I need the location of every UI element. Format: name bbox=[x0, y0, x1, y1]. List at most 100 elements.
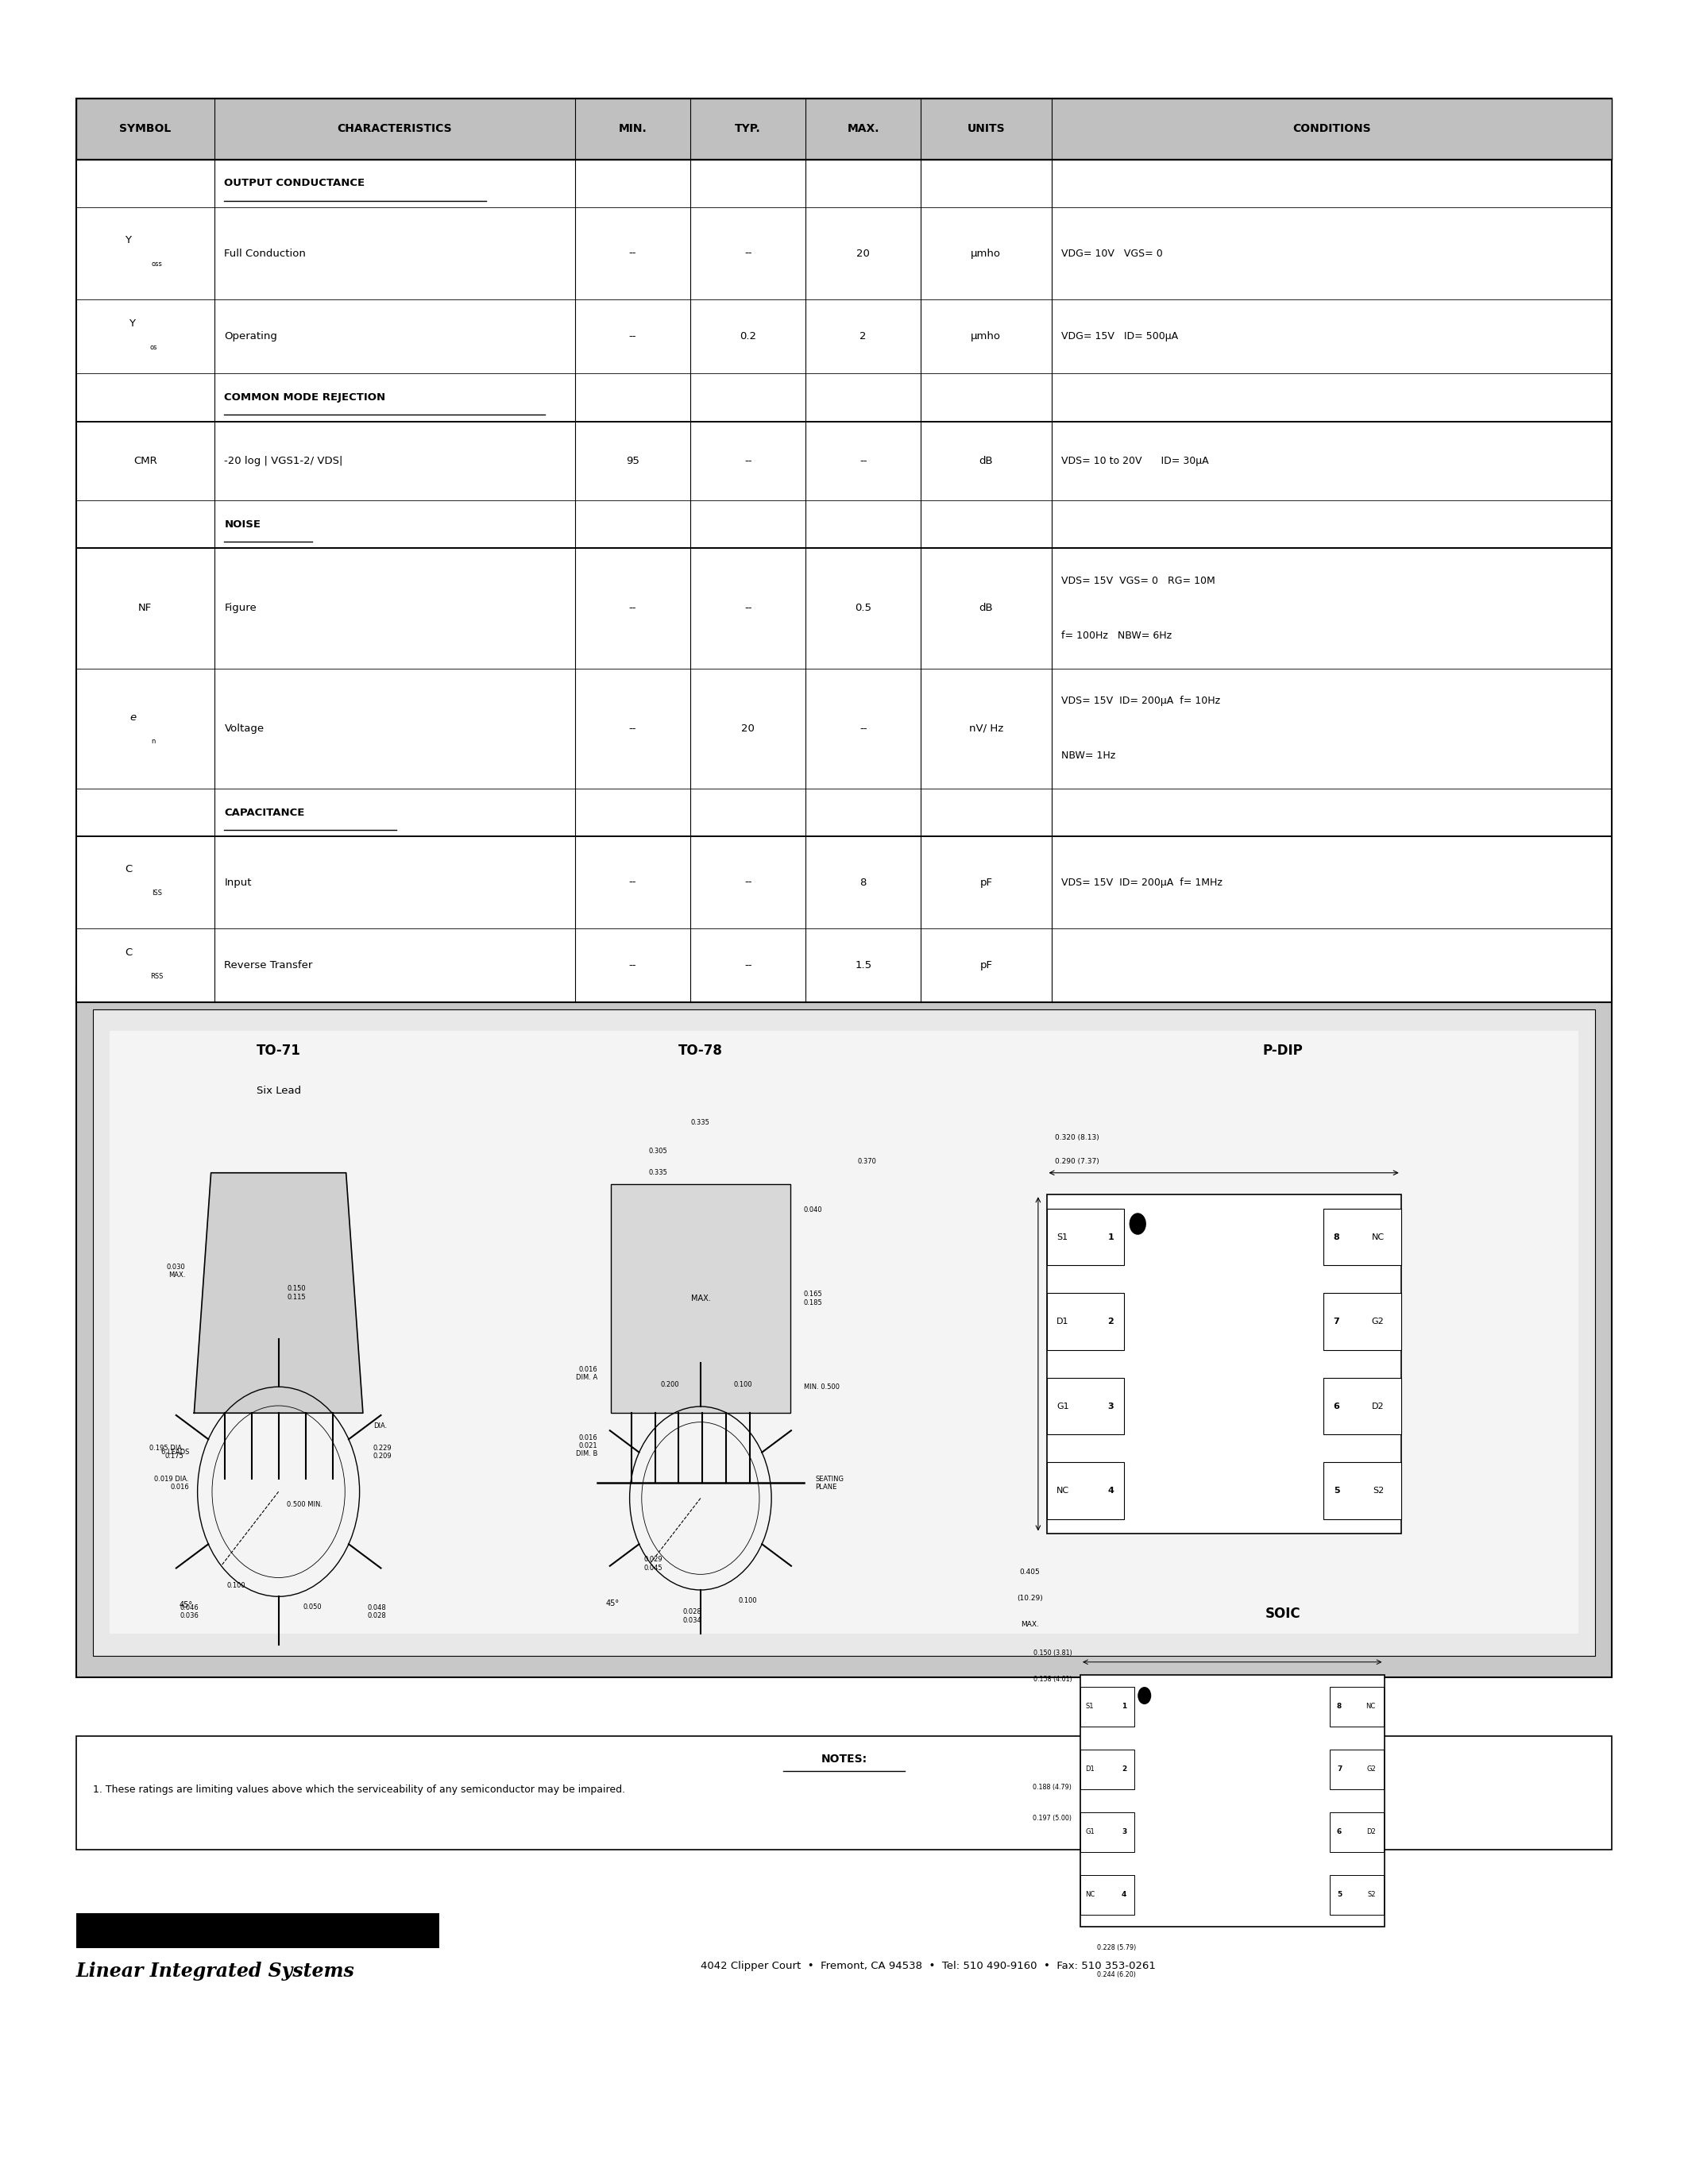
Text: 0.200: 0.200 bbox=[660, 1380, 680, 1389]
Text: TO-71: TO-71 bbox=[257, 1044, 300, 1059]
Text: 0.335: 0.335 bbox=[690, 1118, 711, 1127]
Text: 0.500 MIN.: 0.500 MIN. bbox=[287, 1500, 322, 1509]
Text: TYP.: TYP. bbox=[734, 122, 761, 135]
Text: 0.228 (5.79): 0.228 (5.79) bbox=[1097, 1944, 1136, 1952]
Circle shape bbox=[1129, 1212, 1146, 1234]
Text: P-DIP: P-DIP bbox=[1263, 1044, 1303, 1059]
Bar bbox=[1080, 1749, 1134, 1789]
Text: 95: 95 bbox=[626, 456, 640, 465]
Text: e: e bbox=[130, 712, 137, 723]
Text: 0.197 (5.00): 0.197 (5.00) bbox=[1033, 1815, 1072, 1821]
Text: --: -- bbox=[630, 603, 636, 614]
Text: --: -- bbox=[744, 456, 751, 465]
Text: MIN. 0.500: MIN. 0.500 bbox=[803, 1382, 839, 1391]
Text: 0.165
0.185: 0.165 0.185 bbox=[803, 1291, 822, 1306]
Text: 0.030
MAX.: 0.030 MAX. bbox=[167, 1262, 186, 1280]
Text: 3: 3 bbox=[1107, 1402, 1114, 1411]
Text: G2: G2 bbox=[1366, 1765, 1376, 1773]
Text: NBW= 1Hz: NBW= 1Hz bbox=[1062, 751, 1116, 762]
Text: 0.335: 0.335 bbox=[648, 1168, 668, 1177]
Bar bbox=[1323, 1463, 1401, 1520]
Bar bbox=[76, 98, 1612, 1002]
Text: 3: 3 bbox=[1123, 1828, 1126, 1837]
Text: VDG= 15V   ID= 500μA: VDG= 15V ID= 500μA bbox=[1062, 332, 1178, 341]
Text: 0.188 (4.79): 0.188 (4.79) bbox=[1033, 1784, 1072, 1791]
Text: 45°: 45° bbox=[606, 1599, 619, 1607]
Text: D2: D2 bbox=[1366, 1828, 1376, 1837]
Text: 6: 6 bbox=[1334, 1402, 1340, 1411]
Text: Figure: Figure bbox=[225, 603, 257, 614]
Text: 0.150
0.115: 0.150 0.115 bbox=[287, 1284, 306, 1302]
Bar bbox=[1330, 1876, 1384, 1915]
Text: 20: 20 bbox=[856, 249, 869, 258]
Circle shape bbox=[1138, 1686, 1151, 1704]
Text: 0.100: 0.100 bbox=[738, 1597, 758, 1605]
Text: pF: pF bbox=[979, 961, 993, 970]
Text: VDS= 10 to 20V      ID= 30μA: VDS= 10 to 20V ID= 30μA bbox=[1062, 456, 1209, 465]
Text: 0.290 (7.37): 0.290 (7.37) bbox=[1055, 1158, 1099, 1166]
Text: 6: 6 bbox=[1337, 1828, 1342, 1837]
Text: UNITS: UNITS bbox=[967, 122, 1004, 135]
Bar bbox=[1330, 1686, 1384, 1725]
Text: NC: NC bbox=[1366, 1704, 1376, 1710]
Text: --: -- bbox=[630, 961, 636, 970]
Text: Operating: Operating bbox=[225, 332, 277, 341]
Text: --: -- bbox=[744, 603, 751, 614]
Text: 0.016
0.021
DIM. B: 0.016 0.021 DIM. B bbox=[576, 1435, 598, 1457]
Text: 0.320 (8.13): 0.320 (8.13) bbox=[1055, 1133, 1099, 1142]
Text: 8: 8 bbox=[1337, 1704, 1342, 1710]
Text: VDG= 10V   VGS= 0: VDG= 10V VGS= 0 bbox=[1062, 249, 1163, 258]
Text: G1: G1 bbox=[1057, 1402, 1069, 1411]
Text: 0.040: 0.040 bbox=[803, 1206, 822, 1214]
Text: 0.2: 0.2 bbox=[739, 332, 756, 341]
Text: NC: NC bbox=[1085, 1891, 1096, 1898]
Text: Voltage: Voltage bbox=[225, 723, 263, 734]
Text: S1: S1 bbox=[1057, 1234, 1069, 1241]
Text: 0.158 (4.01): 0.158 (4.01) bbox=[1033, 1675, 1072, 1684]
Bar bbox=[93, 1009, 1595, 1655]
Bar bbox=[1047, 1378, 1124, 1435]
Text: D1: D1 bbox=[1057, 1317, 1069, 1326]
Text: NF: NF bbox=[138, 603, 152, 614]
Text: COMMON MODE REJECTION: COMMON MODE REJECTION bbox=[225, 393, 385, 402]
Text: 0.370: 0.370 bbox=[858, 1158, 876, 1166]
Text: 0.016
DIM. A: 0.016 DIM. A bbox=[576, 1365, 598, 1382]
Text: 8: 8 bbox=[1334, 1234, 1340, 1241]
Text: 0.150 (3.81): 0.150 (3.81) bbox=[1033, 1649, 1072, 1658]
Bar bbox=[1080, 1813, 1134, 1852]
Text: 7: 7 bbox=[1334, 1317, 1340, 1326]
Text: 2: 2 bbox=[1107, 1317, 1114, 1326]
Text: Full Conduction: Full Conduction bbox=[225, 249, 306, 258]
Text: Y: Y bbox=[125, 236, 132, 245]
Text: 0.046
0.036: 0.046 0.036 bbox=[179, 1603, 199, 1621]
Text: --: -- bbox=[744, 249, 751, 258]
Text: f= 100Hz   NBW= 6Hz: f= 100Hz NBW= 6Hz bbox=[1062, 631, 1171, 642]
Bar bbox=[76, 98, 1612, 159]
Text: VDS= 15V  ID= 200μA  f= 1MHz: VDS= 15V ID= 200μA f= 1MHz bbox=[1062, 878, 1222, 887]
Text: S1: S1 bbox=[1085, 1704, 1094, 1710]
Bar bbox=[76, 1736, 1612, 1850]
Text: -20 log | VGS1-2/ VDS|: -20 log | VGS1-2/ VDS| bbox=[225, 456, 343, 465]
Text: 0.229
0.209: 0.229 0.209 bbox=[373, 1444, 392, 1461]
Text: pF: pF bbox=[979, 878, 993, 887]
Text: --: -- bbox=[859, 456, 868, 465]
Text: 4: 4 bbox=[1107, 1487, 1114, 1494]
Bar bbox=[1330, 1749, 1384, 1789]
Text: 0.405: 0.405 bbox=[1020, 1568, 1040, 1577]
Text: 4042 Clipper Court  •  Fremont, CA 94538  •  Tel: 510 490-9160  •  Fax: 510 353-: 4042 Clipper Court • Fremont, CA 94538 •… bbox=[701, 1961, 1156, 1972]
Text: --: -- bbox=[630, 878, 636, 887]
Bar bbox=[1047, 1195, 1401, 1533]
Text: 1. These ratings are limiting values above which the serviceability of any semic: 1. These ratings are limiting values abo… bbox=[93, 1784, 625, 1795]
Text: CONDITIONS: CONDITIONS bbox=[1293, 122, 1371, 135]
Text: 0.305: 0.305 bbox=[648, 1147, 668, 1155]
Text: Y: Y bbox=[128, 319, 135, 328]
Text: 0.048
0.028: 0.048 0.028 bbox=[366, 1603, 387, 1621]
Bar bbox=[611, 1184, 790, 1413]
Text: nV/ Hz: nV/ Hz bbox=[969, 723, 1003, 734]
Text: 5: 5 bbox=[1337, 1891, 1342, 1898]
Bar bbox=[1323, 1293, 1401, 1350]
Text: Reverse Transfer: Reverse Transfer bbox=[225, 961, 312, 970]
Text: 20: 20 bbox=[741, 723, 755, 734]
Text: 6 LEADS: 6 LEADS bbox=[160, 1448, 189, 1457]
Text: 0.244 (6.20): 0.244 (6.20) bbox=[1097, 1970, 1136, 1979]
